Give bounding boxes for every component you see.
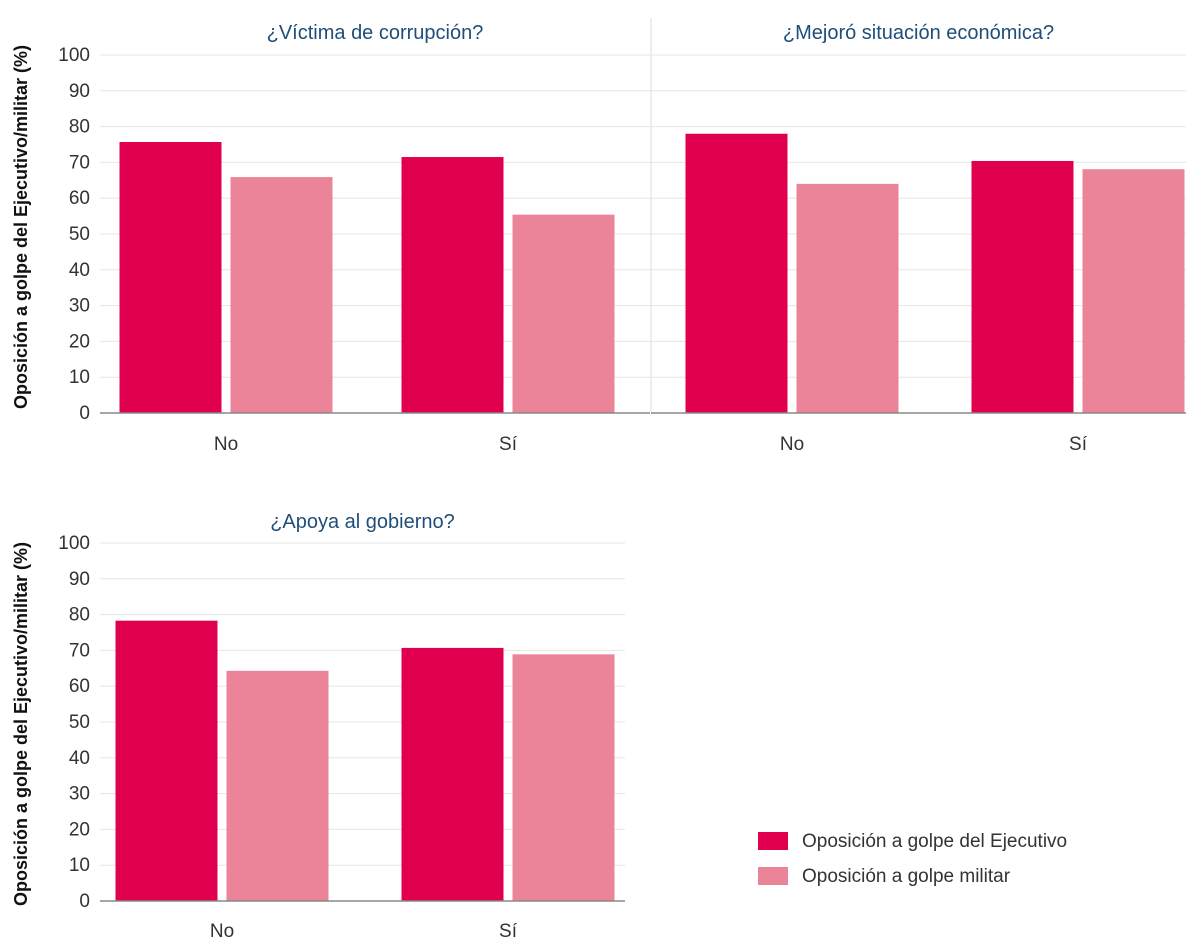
panel-title: ¿Mejoró situación económica? — [783, 22, 1054, 44]
y-tick-label: 70 — [69, 152, 90, 173]
x-tick-label: Sí — [499, 921, 518, 939]
bar-military-no — [230, 177, 333, 413]
y-tick-label: 70 — [69, 640, 90, 661]
y-tick-label: 50 — [69, 712, 90, 733]
bar-executive-no — [685, 133, 788, 413]
y-tick-label: 30 — [69, 296, 90, 317]
panel-title: ¿Apoya al gobierno? — [270, 511, 455, 533]
y-tick-label: 90 — [69, 569, 90, 590]
bar-military-no — [796, 183, 899, 413]
legend-label-executive: Oposición a golpe del Ejecutivo — [802, 831, 1067, 852]
panel-title: ¿Víctima de corrupción? — [267, 22, 484, 44]
y-tick-label: 20 — [69, 819, 90, 840]
y-tick-label: 10 — [69, 367, 90, 388]
y-tick-label: 60 — [69, 188, 90, 209]
bars-layer — [115, 133, 1185, 901]
y-tick-label: 10 — [69, 855, 90, 876]
y-tick-label: 0 — [79, 403, 90, 424]
legend-label-military: Oposición a golpe militar — [802, 866, 1011, 887]
bar-military-si — [512, 214, 615, 413]
bar-executive-si — [401, 157, 504, 413]
x-tick-label: No — [214, 434, 238, 455]
x-tick-label: Sí — [1069, 434, 1088, 455]
x-tick-label: Sí — [499, 434, 518, 455]
y-tick-label: 40 — [69, 748, 90, 769]
bar-executive-si — [971, 160, 1074, 413]
legend-swatch-military — [758, 867, 788, 885]
x-tick-label: No — [210, 921, 234, 939]
bar-military-si — [1082, 169, 1185, 413]
y-tick-label: 50 — [69, 224, 90, 245]
x-tick-label: No — [780, 434, 804, 455]
y-tick-label: 40 — [69, 260, 90, 281]
bar-executive-no — [115, 620, 218, 901]
y-tick-label: 80 — [69, 117, 90, 138]
y-tick-label: 30 — [69, 784, 90, 805]
y-axis-label-top: Oposición a golpe del Ejecutivo/militar … — [11, 45, 31, 409]
legend: Oposición a golpe del Ejecutivo Oposició… — [758, 831, 1067, 887]
y-tick-label: 90 — [69, 81, 90, 102]
y-axis-label-bottom: Oposición a golpe del Ejecutivo/militar … — [11, 542, 31, 906]
legend-swatch-executive — [758, 832, 788, 850]
y-tick-label: 100 — [58, 533, 90, 554]
y-tick-label: 60 — [69, 676, 90, 697]
y-tick-label: 100 — [58, 45, 90, 66]
bar-military-si — [512, 654, 615, 901]
bar-executive-no — [119, 141, 222, 413]
bar-executive-si — [401, 647, 504, 901]
bar-military-no — [226, 670, 329, 901]
y-tick-label: 0 — [79, 891, 90, 912]
y-tick-label: 80 — [69, 605, 90, 626]
y-tick-label: 20 — [69, 331, 90, 352]
